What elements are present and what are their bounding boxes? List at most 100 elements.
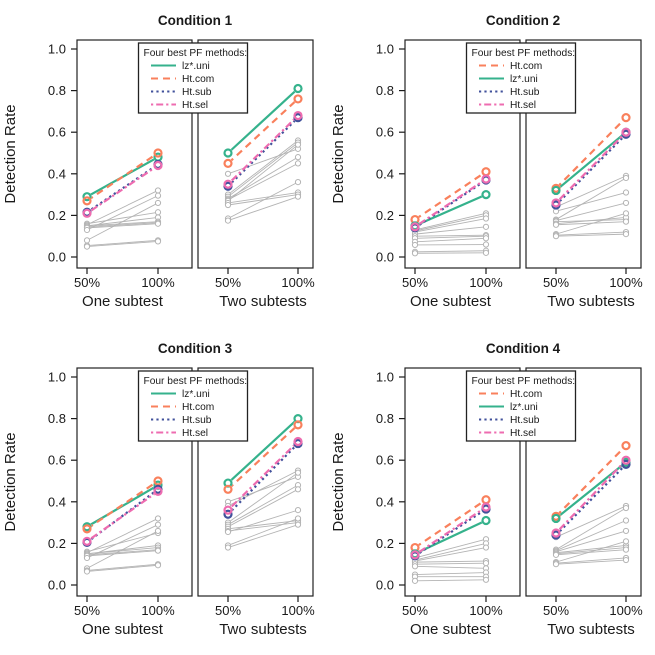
other-method-line: [555, 217, 626, 225]
chart-title: Condition 1: [158, 13, 233, 28]
other-method-line: [227, 521, 299, 531]
legend-entry-label: Ht.com: [510, 389, 542, 400]
other-method-line: [414, 214, 486, 232]
y-tick-label: 0.2: [48, 535, 66, 550]
series-marker: [223, 484, 233, 494]
other-method-marker: [83, 226, 91, 234]
panel-caption: One subtest: [410, 293, 492, 310]
series-marker: [550, 198, 561, 208]
other-method-marker: [411, 250, 418, 257]
other-method-marker: [154, 192, 162, 199]
other-methods-lines: [83, 187, 162, 250]
series-line: [413, 170, 487, 221]
other-method-line: [555, 557, 626, 564]
series-marker: [550, 513, 561, 523]
other-method-line: [555, 177, 626, 220]
other-method-marker: [294, 514, 302, 522]
series-marker: [223, 505, 233, 515]
other-method-marker: [294, 154, 302, 161]
x-tick-label: 100%: [281, 275, 315, 290]
other-method-line: [555, 505, 626, 538]
legend: Four best PF methods: Ht.com lz*.uni Ht.sub…: [465, 369, 576, 442]
other-method-marker: [622, 527, 629, 534]
series-line: [227, 442, 299, 515]
series-marker: [153, 160, 163, 171]
series-line: [227, 98, 299, 165]
panel-caption: One subtest: [82, 621, 164, 638]
x-tick-label: 100%: [281, 603, 315, 618]
y-tick-label: 0.6: [48, 452, 66, 467]
other-methods-lines: [83, 514, 162, 575]
other-method-marker: [552, 233, 559, 240]
series-marker: [480, 174, 491, 184]
other-method-marker: [552, 551, 559, 558]
legend-entry-label: Ht.com: [182, 74, 214, 85]
series-marker: [223, 179, 233, 189]
other-method-marker: [294, 141, 302, 148]
legend-entry-label: lz*.uni: [510, 74, 538, 85]
chart-svg: Condition 1 Detection Rate 0.0 0.2 0.4 0.6 0.8…: [2, 13, 315, 310]
series-marker: [550, 185, 561, 196]
other-method-line: [414, 212, 486, 231]
other-method-marker: [83, 243, 91, 250]
other-method-line: [555, 221, 626, 226]
highlight-series: [409, 494, 491, 561]
panel-caption: Two subtests: [219, 293, 307, 310]
legend-entry-label: Ht.sub: [182, 415, 212, 426]
other-method-marker: [622, 174, 629, 182]
highlight-series: [223, 413, 303, 519]
other-method-marker: [622, 231, 629, 238]
series-marker: [293, 94, 303, 104]
chart-title: Condition 2: [485, 13, 559, 28]
other-method-line: [555, 540, 626, 563]
other-method-marker: [622, 218, 629, 225]
other-method-line: [227, 519, 299, 529]
y-tick-label: 1.0: [48, 42, 66, 57]
y-tick-label: 0.2: [375, 208, 393, 223]
series-marker: [153, 475, 163, 486]
other-method-line: [414, 578, 486, 581]
legend: Four best PF methods: lz*.uni Ht.com Ht.sub…: [137, 369, 249, 442]
other-method-marker: [224, 217, 232, 224]
other-method-marker: [294, 179, 302, 186]
other-method-line: [86, 564, 159, 572]
series-marker: [153, 486, 163, 496]
series-line: [413, 507, 487, 557]
other-method-line: [227, 148, 299, 175]
other-method-line: [227, 509, 299, 532]
legend-entry-label: Ht.com: [182, 402, 214, 413]
other-method-line: [414, 250, 486, 253]
x-tick-label: 50%: [215, 275, 241, 290]
other-method-line: [414, 546, 486, 562]
other-method-line: [555, 544, 626, 553]
y-tick-label: 1.0: [48, 369, 66, 384]
series-marker: [153, 148, 163, 158]
panel-caption: One subtest: [410, 621, 492, 638]
x-tick-label: 50%: [542, 603, 568, 618]
legend-entry-label: Ht.sub: [182, 87, 212, 98]
other-method-marker: [411, 577, 418, 584]
other-method-marker: [224, 528, 232, 535]
y-tick-label: 0.4: [375, 494, 393, 509]
highlight-series: [82, 475, 163, 547]
series-marker: [223, 158, 233, 168]
other-method-line: [414, 538, 486, 558]
other-method-line: [555, 559, 626, 565]
y-axis: 0.0 0.2 0.4 0.6 0.8 1.0: [375, 42, 405, 265]
other-method-line: [86, 549, 159, 556]
other-method-marker: [83, 567, 91, 575]
other-method-marker: [552, 221, 559, 228]
other-method-line: [86, 530, 159, 569]
other-method-line: [86, 211, 159, 225]
other-method-line: [86, 190, 159, 226]
other-method-line: [86, 221, 159, 227]
legend: Four best PF methods: Ht.com lz*.uni Ht.sub…: [465, 42, 576, 114]
other-method-marker: [482, 241, 489, 248]
other-methods-lines: [411, 210, 489, 257]
other-method-line: [414, 226, 486, 235]
x-tick-label: 100%: [609, 603, 643, 618]
other-method-line: [555, 175, 626, 208]
other-method-marker: [622, 546, 629, 553]
other-method-line: [555, 212, 626, 235]
other-method-line: [227, 194, 299, 206]
